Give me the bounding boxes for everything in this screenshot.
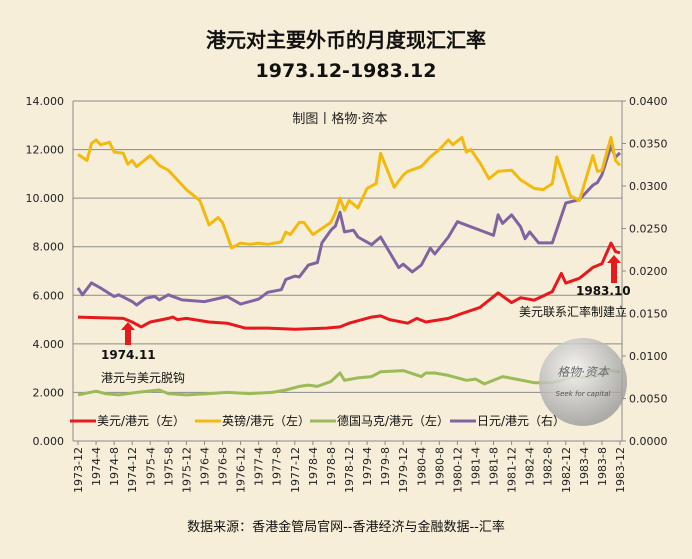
x-tick-label: 1973-12: [72, 447, 85, 493]
annotation-text: 美元联系汇率制建立: [519, 304, 627, 319]
x-tick-label: 1977-4: [253, 447, 266, 486]
x-tick-label: 1979-4: [361, 447, 374, 486]
data-source: 数据来源：香港金管局官网--香港经济与金融数据--汇率: [187, 520, 505, 535]
legend-label: 美元/港元（左）: [97, 413, 185, 428]
watermark: 格物·资本 Seek for capital: [539, 338, 627, 426]
y-left-tick-label: 4.000: [33, 338, 65, 351]
annotation-date: 1983.10: [576, 284, 631, 298]
x-tick-label: 1981-4: [469, 447, 482, 486]
y-right-tick-label: 0.0350: [629, 138, 668, 151]
x-tick-label: 1983-4: [578, 447, 591, 486]
x-tick-label: 1977-12: [289, 447, 302, 493]
annotation-date: 1974.11: [101, 348, 156, 362]
x-tick-label: 1976-12: [235, 447, 248, 493]
x-tick-label: 1979-8: [379, 447, 392, 486]
y-left-tick-label: 0.000: [33, 435, 65, 448]
x-tick-label: 1983-12: [614, 447, 627, 493]
x-tick-label: 1982-4: [524, 447, 537, 486]
y-left-tick-label: 2.000: [33, 386, 65, 399]
series-line-1: [77, 135, 622, 250]
x-tick-label: 1975-4: [144, 447, 157, 486]
x-tick-label: 1980-8: [433, 447, 446, 486]
y-right-tick-label: 0.0200: [629, 265, 668, 278]
x-tick-label: 1981-8: [488, 447, 501, 486]
x-tick-label: 1975-8: [162, 447, 175, 486]
legend-label: 英镑/港元（左）: [222, 413, 310, 428]
x-tick-label: 1974-4: [90, 447, 103, 486]
watermark-circle: [539, 338, 627, 426]
x-tick-label: 1976-8: [217, 447, 230, 486]
x-tick-label: 1982-8: [542, 447, 555, 486]
x-tick-label: 1983-8: [596, 447, 609, 486]
y-left-tick-label: 6.000: [33, 289, 65, 302]
y-right-tick-label: 0.0000: [629, 435, 668, 448]
series-line-0: [77, 241, 621, 331]
y-right-tick-label: 0.0400: [629, 95, 668, 108]
y-right-tick-label: 0.0300: [629, 180, 668, 193]
x-tick-label: 1974-12: [126, 447, 139, 493]
chart-credit: 制图丨格物·资本: [292, 112, 388, 127]
x-tick-label: 1978-12: [343, 447, 356, 493]
chart-subtitle: 1973.12-1983.12: [255, 60, 437, 82]
x-tick-label: 1976-4: [198, 447, 211, 486]
x-tick-label: 1975-12: [180, 447, 193, 493]
x-tick-label: 1974-8: [108, 447, 121, 486]
x-tick-label: 1978-8: [325, 447, 338, 486]
legend-label: 德国马克/港元（左）: [337, 413, 449, 428]
y-left-tick-label: 12.000: [26, 144, 65, 157]
y-left-tick-label: 14.000: [26, 95, 65, 108]
arrow-1983-10-icon: [607, 255, 621, 283]
y-left-tick-label: 8.000: [33, 241, 65, 254]
y-right-tick-label: 0.0100: [629, 350, 668, 363]
x-tick-label: 1980-12: [451, 447, 464, 493]
y-right-tick-label: 0.0250: [629, 223, 668, 236]
x-tick-label: 1981-12: [506, 447, 519, 493]
series-line-3: [76, 144, 622, 307]
x-tick-label: 1979-12: [397, 447, 410, 493]
x-tick-label: 1982-12: [560, 447, 573, 493]
chart-title: 港元对主要外币的月度现汇汇率: [206, 28, 486, 52]
x-tick-label: 1977-8: [271, 447, 284, 486]
x-tick-label: 1978-4: [307, 447, 320, 486]
y-right-tick-label: 0.0150: [629, 308, 668, 321]
x-tick-label: 1980-4: [415, 447, 428, 486]
legend-label: 日元/港元（右）: [477, 413, 565, 428]
y-left-tick-label: 10.000: [26, 192, 65, 205]
y-right-tick-label: 0.0050: [629, 393, 668, 406]
annotation-text: 港元与美元脱钩: [101, 370, 185, 385]
series-line-2: [77, 369, 621, 397]
watermark-text: 格物·资本: [557, 365, 611, 379]
watermark-subtext: Seek for capital: [556, 390, 611, 398]
arrow-1974-11-icon: [121, 322, 135, 345]
